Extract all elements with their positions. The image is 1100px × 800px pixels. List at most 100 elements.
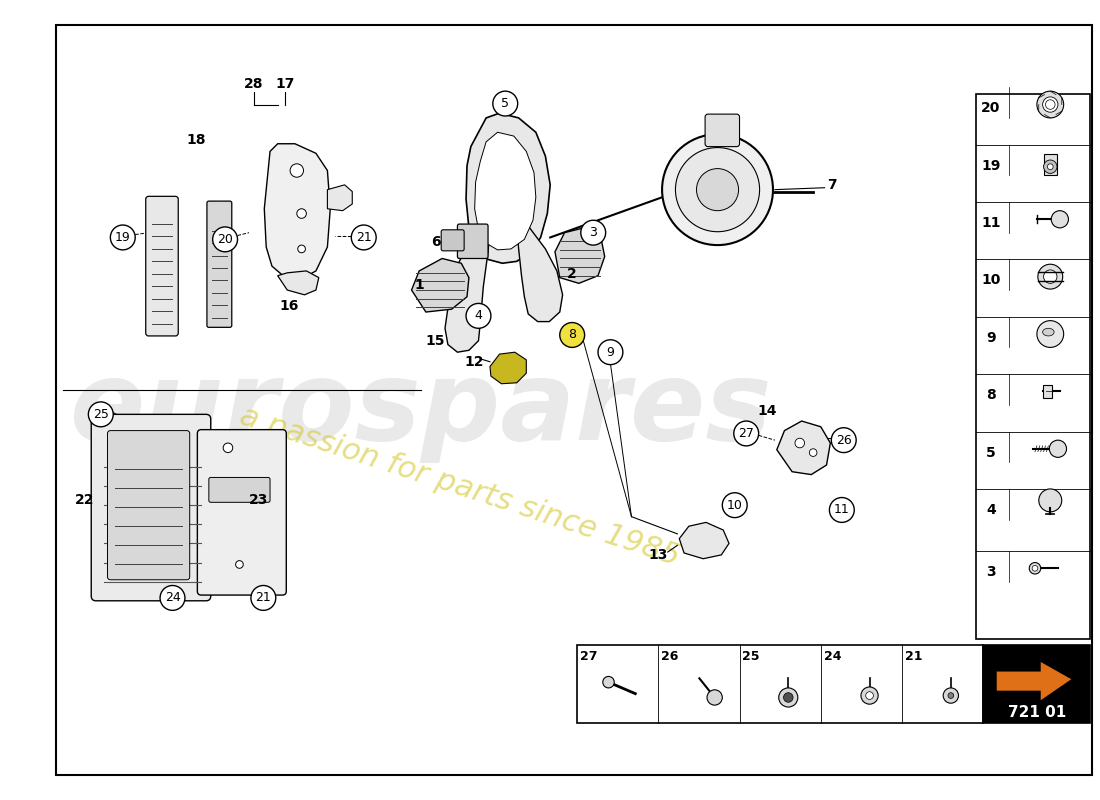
Circle shape (1047, 164, 1053, 170)
Circle shape (235, 561, 243, 568)
FancyBboxPatch shape (108, 430, 189, 580)
Circle shape (251, 586, 276, 610)
Circle shape (493, 91, 518, 116)
Circle shape (734, 421, 759, 446)
Text: 11: 11 (981, 216, 1001, 230)
Text: 25: 25 (742, 650, 760, 662)
Text: 21: 21 (255, 591, 272, 605)
Text: 24: 24 (824, 650, 842, 662)
Circle shape (1038, 489, 1061, 512)
Bar (578, 645, 983, 723)
Circle shape (1037, 321, 1064, 347)
Text: 2: 2 (568, 266, 578, 281)
Circle shape (829, 498, 855, 522)
Text: 27: 27 (580, 650, 597, 662)
Polygon shape (475, 132, 536, 250)
Circle shape (943, 688, 958, 703)
Bar (1043, 385, 1053, 398)
Text: 28: 28 (244, 78, 264, 91)
Text: a passion for parts since 1985: a passion for parts since 1985 (235, 401, 683, 571)
Text: 8: 8 (986, 388, 996, 402)
Bar (976, 94, 1090, 639)
Circle shape (832, 428, 856, 453)
Circle shape (810, 449, 817, 457)
Text: 21: 21 (356, 231, 372, 244)
Text: 15: 15 (426, 334, 446, 348)
Circle shape (1037, 264, 1063, 289)
Text: 9: 9 (987, 331, 996, 345)
Circle shape (88, 402, 113, 426)
Circle shape (723, 493, 747, 518)
Text: 5: 5 (986, 446, 996, 459)
Circle shape (707, 690, 723, 705)
Circle shape (866, 692, 873, 699)
Circle shape (779, 688, 798, 707)
FancyBboxPatch shape (207, 201, 232, 327)
Text: 12: 12 (464, 354, 484, 369)
Polygon shape (997, 662, 1071, 700)
Text: 3: 3 (987, 565, 996, 579)
Circle shape (110, 225, 135, 250)
Text: 17: 17 (276, 78, 295, 91)
Circle shape (783, 693, 793, 702)
Text: 20: 20 (981, 102, 1001, 115)
Text: 20: 20 (217, 233, 233, 246)
Text: 19: 19 (981, 158, 1001, 173)
FancyBboxPatch shape (209, 478, 270, 502)
Text: 27: 27 (738, 427, 755, 440)
Ellipse shape (1043, 328, 1054, 336)
Polygon shape (490, 352, 526, 384)
Text: 26: 26 (836, 434, 851, 446)
Text: 11: 11 (834, 503, 849, 517)
Text: 10: 10 (981, 274, 1001, 287)
Text: 22: 22 (75, 494, 95, 507)
FancyBboxPatch shape (145, 196, 178, 336)
Circle shape (161, 586, 185, 610)
Text: 8: 8 (569, 329, 576, 342)
Circle shape (1052, 210, 1068, 228)
Circle shape (1044, 160, 1057, 174)
Text: 16: 16 (279, 299, 299, 314)
Circle shape (603, 677, 614, 688)
Text: eurospares: eurospares (70, 356, 772, 463)
Text: 4: 4 (986, 503, 996, 517)
Circle shape (1030, 562, 1041, 574)
Polygon shape (446, 209, 490, 352)
Circle shape (696, 169, 738, 210)
Circle shape (298, 245, 306, 253)
Text: 5: 5 (502, 97, 509, 110)
Text: 1: 1 (415, 278, 425, 292)
Circle shape (1037, 91, 1064, 118)
Text: 10: 10 (727, 498, 742, 512)
Polygon shape (277, 271, 319, 295)
Polygon shape (466, 113, 550, 263)
Text: 9: 9 (606, 346, 615, 358)
Bar (983, 645, 1090, 723)
Text: 26: 26 (661, 650, 679, 662)
Polygon shape (556, 228, 605, 283)
Circle shape (466, 303, 491, 328)
Circle shape (351, 225, 376, 250)
Text: 6: 6 (431, 235, 441, 250)
Polygon shape (328, 185, 352, 210)
Circle shape (581, 220, 606, 245)
Text: 721 01: 721 01 (1008, 705, 1066, 720)
Circle shape (1045, 100, 1055, 110)
Circle shape (948, 693, 954, 698)
Polygon shape (517, 209, 562, 322)
Polygon shape (264, 144, 330, 281)
FancyBboxPatch shape (705, 114, 739, 146)
FancyBboxPatch shape (197, 430, 286, 595)
Text: 23: 23 (249, 494, 268, 507)
Text: 21: 21 (905, 650, 922, 662)
Circle shape (560, 322, 584, 347)
Circle shape (290, 164, 304, 178)
Text: 19: 19 (114, 231, 131, 244)
Circle shape (223, 443, 233, 453)
Circle shape (1043, 97, 1058, 112)
Text: 18: 18 (187, 133, 206, 147)
Polygon shape (411, 258, 469, 312)
FancyBboxPatch shape (458, 224, 488, 258)
Text: 24: 24 (165, 591, 180, 605)
Bar (1044, 154, 1057, 175)
